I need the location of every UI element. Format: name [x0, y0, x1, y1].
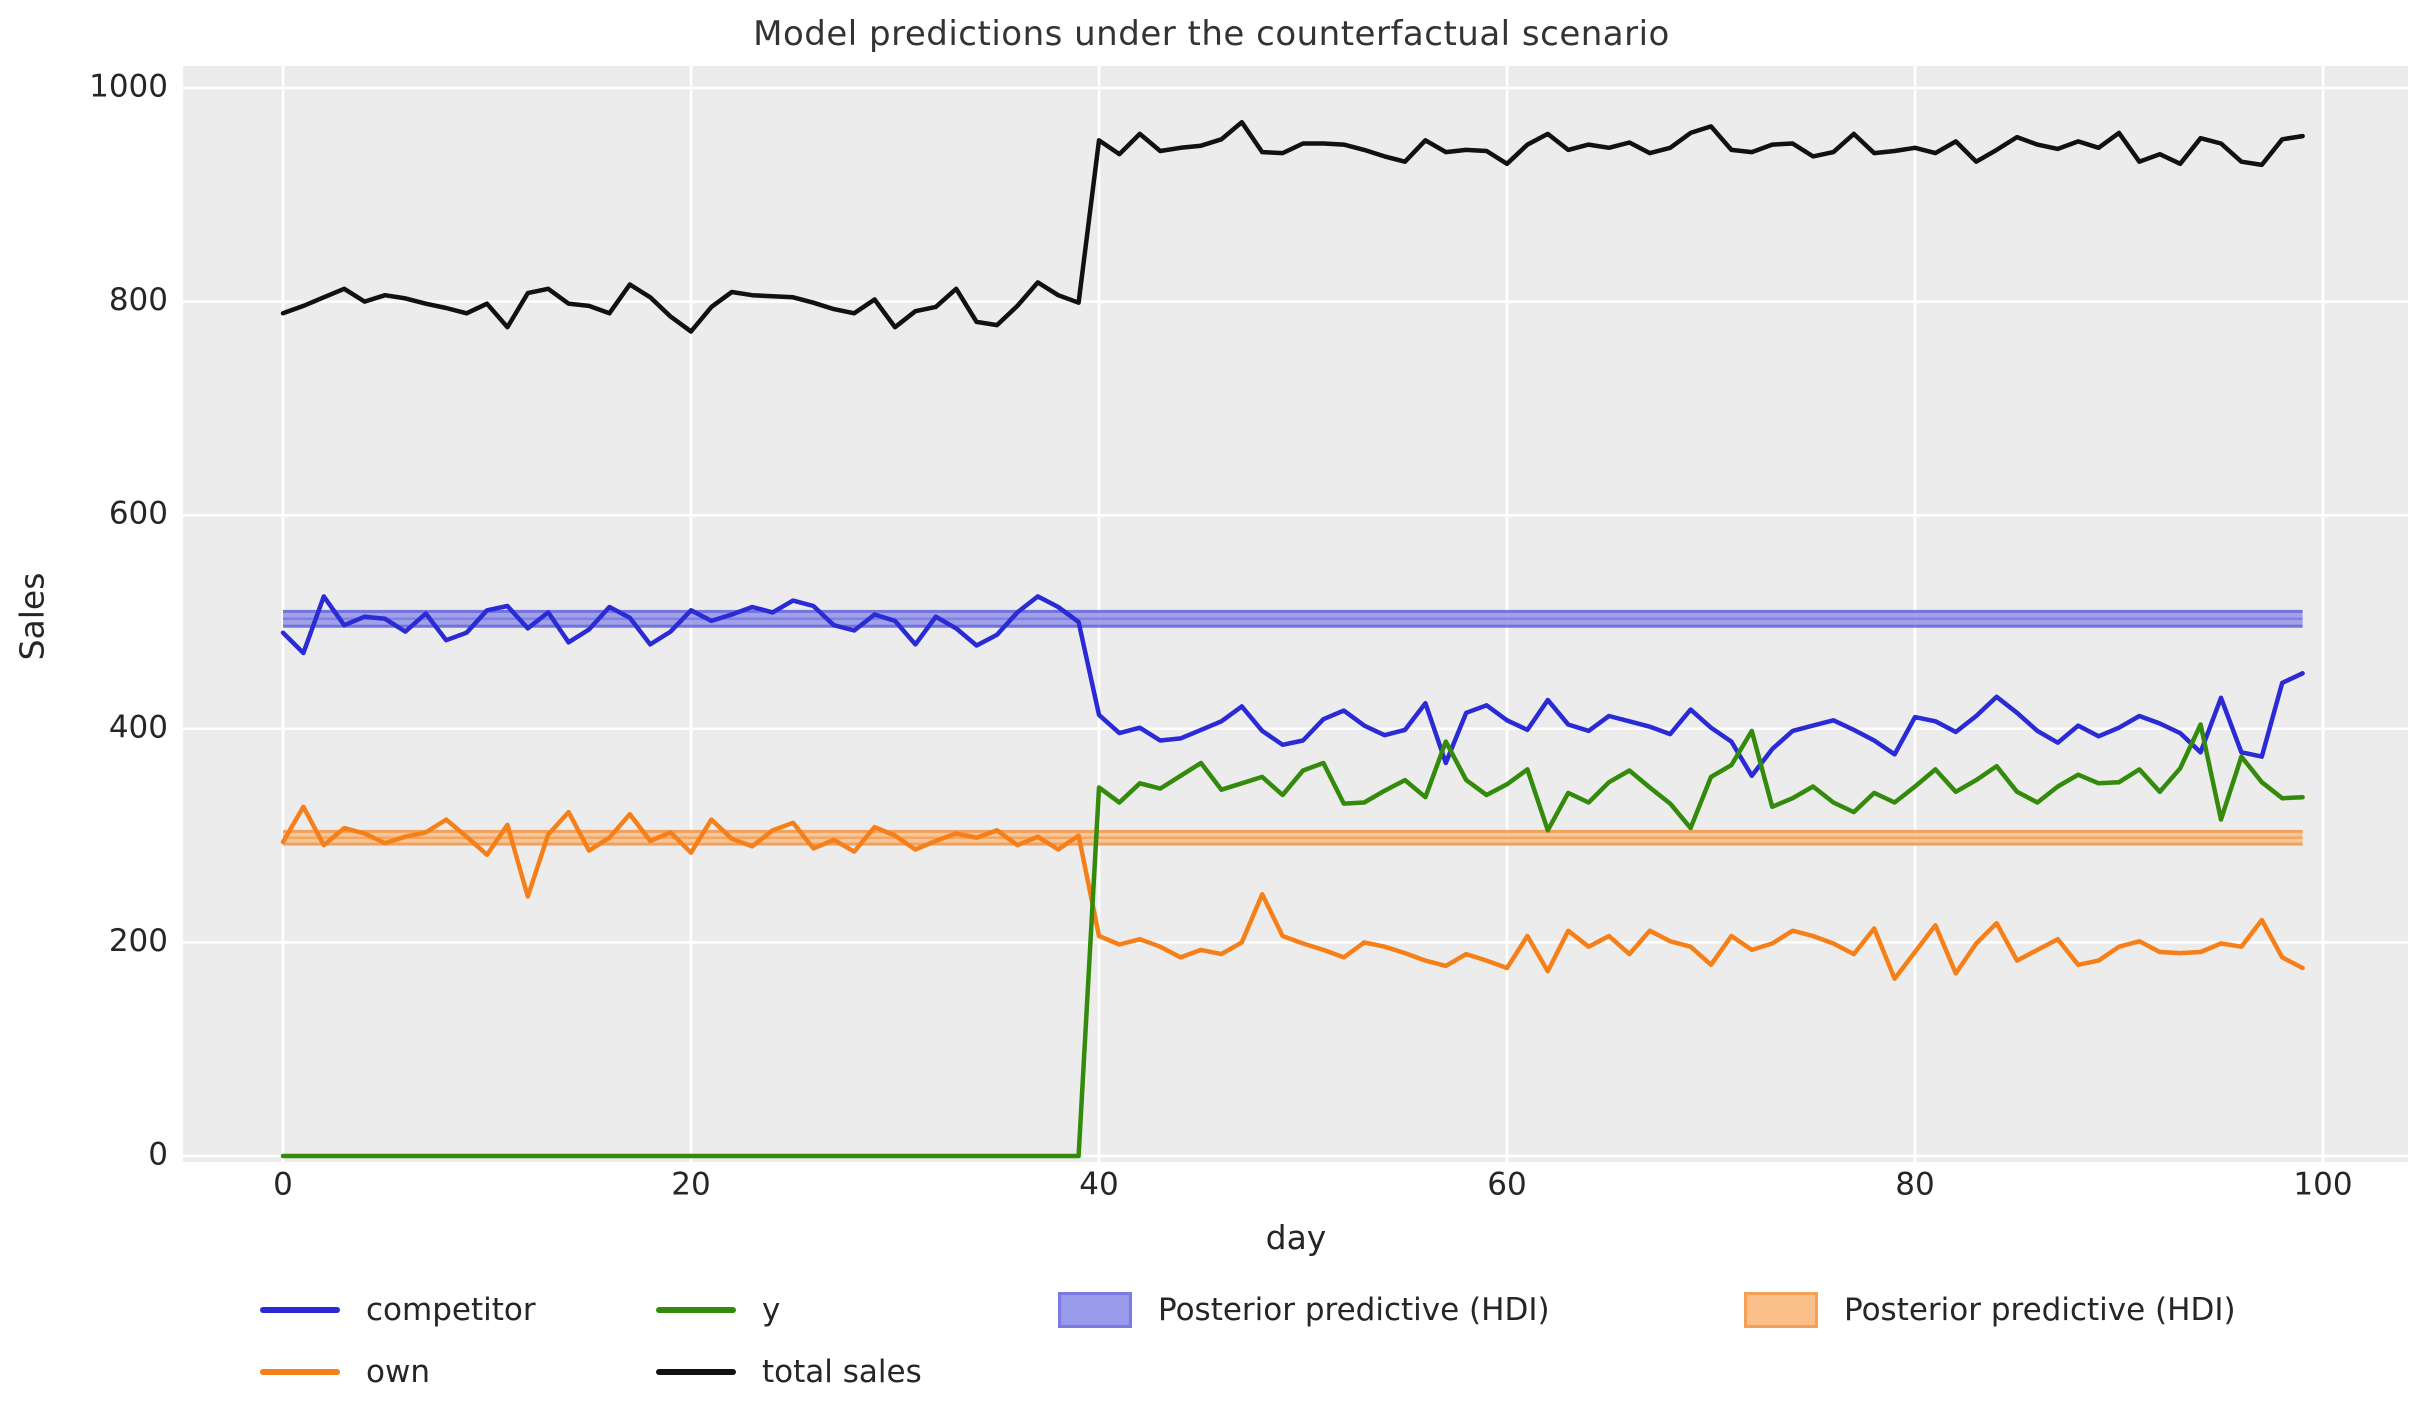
x-tick-label: 60	[1487, 1167, 1526, 1203]
x-tick-label: 0	[273, 1167, 293, 1203]
y-tick-label: 0	[148, 1137, 168, 1173]
x-tick-label: 100	[2293, 1167, 2352, 1203]
y-tick-label: 200	[109, 923, 168, 959]
x-tick-label: 40	[1079, 1167, 1118, 1203]
y-tick-label: 400	[109, 709, 168, 745]
x-tick-label: 80	[1895, 1167, 1934, 1203]
series-line-y	[280, 722, 2305, 1159]
series-line-competitor	[280, 594, 2305, 779]
x-tick-label: 20	[671, 1167, 710, 1203]
chart-title: Model predictions under the counterfactu…	[753, 14, 1670, 54]
x-axis-label: day	[1265, 1218, 1327, 1257]
y-tick-label: 1000	[89, 69, 168, 105]
series-line-total-sales	[280, 119, 2305, 334]
y-tick-label: 800	[109, 282, 168, 318]
y-tick-label: 600	[109, 496, 168, 532]
y-axis-label: Sales	[12, 572, 52, 661]
series-line-own	[280, 804, 2305, 981]
